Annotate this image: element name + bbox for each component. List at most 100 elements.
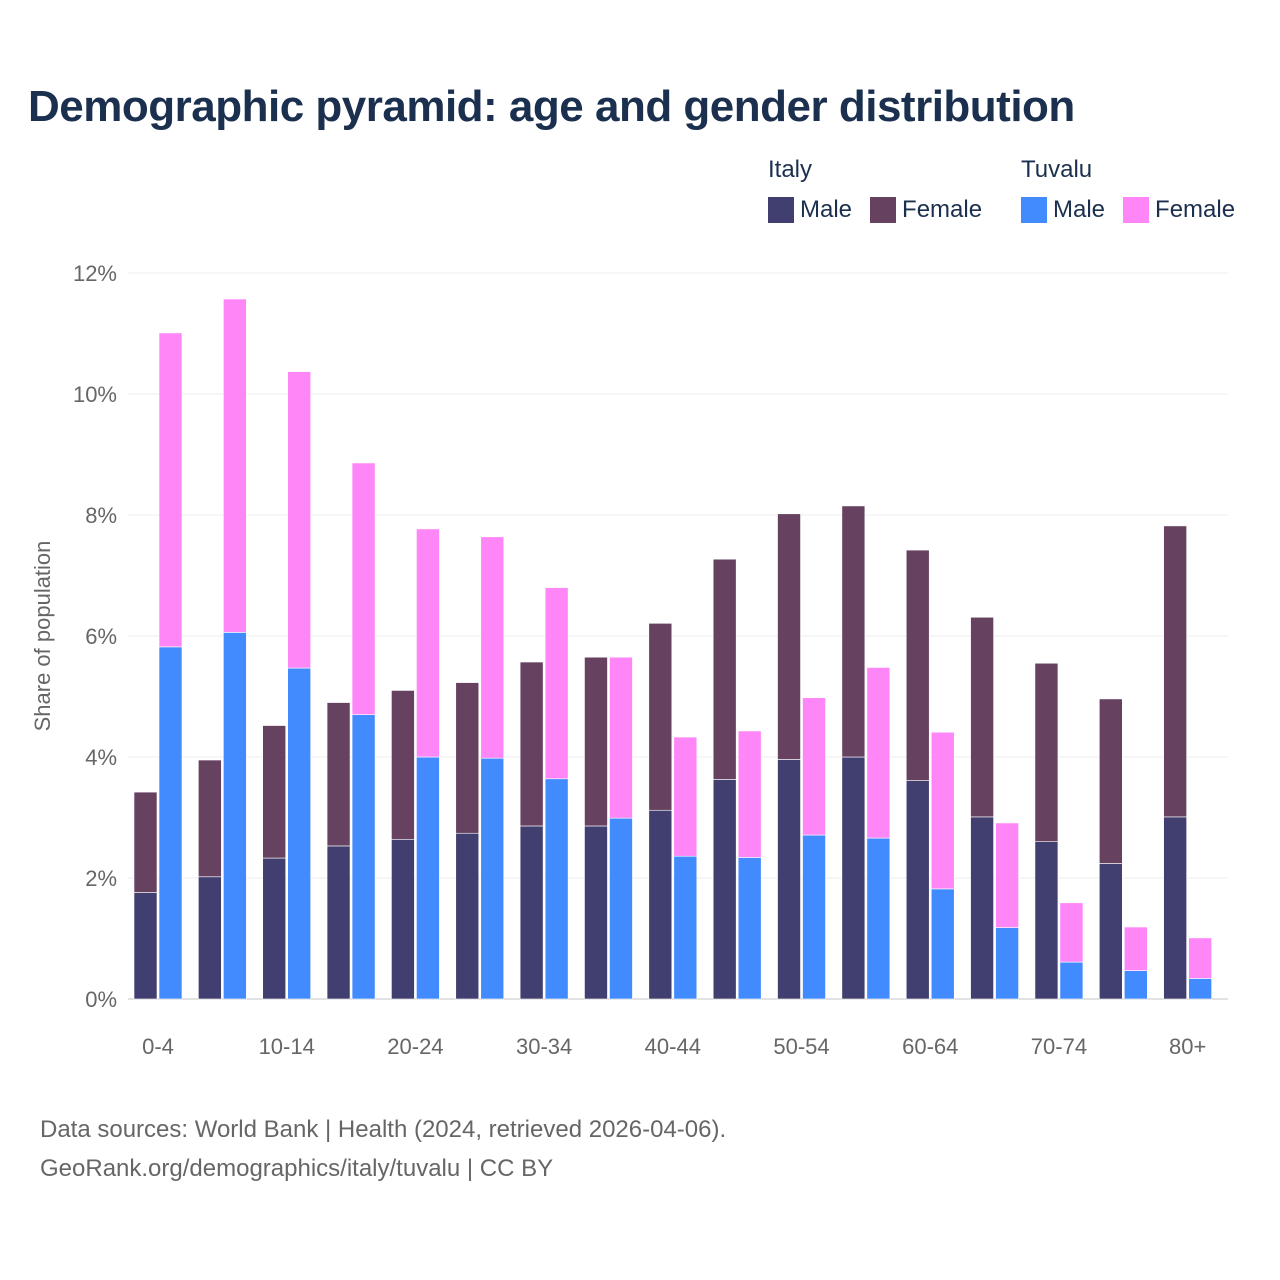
- bar-italy-female: [905, 549, 930, 781]
- legend-tuvalu-male[interactable]: Male: [1021, 196, 1105, 224]
- bar-tuvalu-female: [416, 528, 440, 758]
- chart-title: Demographic pyramid: age and gender dist…: [28, 82, 1075, 131]
- bar-italy-male: [455, 832, 480, 1000]
- legend-label: Male: [800, 196, 853, 223]
- bar-italy-male: [970, 816, 994, 1000]
- bar-italy-male: [584, 825, 608, 1000]
- bar-italy-female: [519, 661, 544, 827]
- bar-italy-female: [712, 558, 737, 780]
- bar-tuvalu-male: [480, 757, 505, 1000]
- bar-italy-male: [519, 825, 544, 1000]
- bar-italy-female: [326, 702, 351, 847]
- bar-tuvalu-female: [158, 332, 183, 648]
- bar-italy-male: [1163, 816, 1187, 1000]
- bar-tuvalu-female: [673, 736, 698, 857]
- source-note: Data sources: World Bank | Health (2024,…: [40, 1116, 727, 1143]
- bar-tuvalu-female: [351, 462, 376, 715]
- bar-tuvalu-female: [995, 822, 1019, 928]
- bar-tuvalu-female: [544, 587, 569, 780]
- bar-italy-male: [326, 845, 351, 1000]
- y-tick-label: 6%: [85, 624, 117, 649]
- legend-swatch: [1021, 197, 1047, 223]
- y-tick-label: 8%: [85, 503, 117, 528]
- y-tick-label: 4%: [85, 745, 117, 770]
- bar-tuvalu-male: [609, 817, 633, 1000]
- legend-label: Female: [902, 196, 983, 223]
- bar-tuvalu-male: [351, 714, 376, 1000]
- bar-italy-female: [455, 682, 480, 834]
- bar-italy-female: [1163, 525, 1187, 818]
- legend-swatch: [870, 197, 897, 223]
- bar-tuvalu-male: [802, 834, 826, 1000]
- bar-italy-male: [841, 756, 866, 1000]
- x-tick-label: 40-44: [645, 1034, 701, 1059]
- legend-tuvalu-female[interactable]: Female: [1123, 196, 1235, 224]
- bar-tuvalu-female: [1188, 937, 1212, 979]
- y-axis-label: Share of population: [30, 541, 55, 732]
- bar-italy-female: [1098, 698, 1123, 864]
- x-tick-label: 70-74: [1031, 1034, 1087, 1059]
- bar-italy-male: [648, 809, 673, 1000]
- bar-italy-male: [1098, 863, 1123, 1000]
- bar-tuvalu-female: [1123, 926, 1148, 971]
- bar-tuvalu-female: [609, 656, 633, 819]
- bar-tuvalu-female: [1059, 902, 1084, 963]
- bar-tuvalu-female: [737, 730, 762, 858]
- x-tick-label: 30-34: [516, 1034, 572, 1059]
- x-tick-label: 10-14: [259, 1034, 315, 1059]
- legend-tuvalu-heading: Tuvalu: [1021, 156, 1093, 183]
- bar-tuvalu-male: [673, 855, 698, 1000]
- bar-tuvalu-male: [416, 756, 440, 1000]
- y-tick-label: 0%: [85, 987, 117, 1012]
- bar-italy-male: [133, 892, 158, 1000]
- bar-italy-female: [133, 791, 158, 893]
- x-tick-label: 80+: [1169, 1034, 1206, 1059]
- x-tick-label: 20-24: [387, 1034, 443, 1059]
- x-tick-label: 50-54: [773, 1034, 829, 1059]
- x-tick-label: 0-4: [142, 1034, 174, 1059]
- bar-italy-male: [905, 780, 930, 1000]
- bar-italy-female: [262, 725, 287, 859]
- bar-tuvalu-female: [802, 697, 826, 836]
- y-tick-label: 12%: [73, 261, 117, 286]
- legend-italy-male[interactable]: Male: [768, 196, 852, 224]
- legend-italy-heading: Italy: [768, 156, 813, 183]
- bar-italy-female: [584, 656, 608, 827]
- y-tick-label: 10%: [73, 382, 117, 407]
- legend-swatch: [768, 197, 794, 223]
- bar-italy-female: [777, 513, 801, 760]
- bar-italy-male: [712, 779, 737, 1000]
- bar-tuvalu-male: [1188, 978, 1212, 1000]
- bar-tuvalu-male: [223, 632, 247, 1000]
- bar-italy-male: [262, 857, 287, 1000]
- bar-tuvalu-female: [480, 536, 505, 759]
- bar-italy-male: [198, 876, 222, 1000]
- legend-tuvalu: Tuvalu Male Female: [1021, 156, 1235, 224]
- legend-swatch: [1123, 197, 1150, 223]
- legend-italy: Italy Male Female: [768, 156, 982, 224]
- bar-italy-female: [648, 622, 673, 811]
- bar-tuvalu-male: [544, 778, 569, 1000]
- bar-tuvalu-male: [287, 667, 312, 1000]
- legend-label: Female: [1155, 196, 1236, 223]
- bar-italy-female: [970, 616, 994, 818]
- bar-tuvalu-male: [158, 646, 183, 1000]
- bar-italy-female: [1034, 662, 1059, 842]
- bar-tuvalu-male: [1123, 970, 1148, 1000]
- bar-italy-female: [391, 690, 415, 840]
- bar-italy-female: [841, 505, 866, 758]
- bar-tuvalu-female: [287, 371, 312, 669]
- legend-label: Male: [1053, 196, 1106, 223]
- bar-tuvalu-female: [866, 667, 891, 839]
- bar-italy-male: [391, 838, 415, 1000]
- bar-tuvalu-male: [866, 837, 891, 1000]
- bar-tuvalu-male: [737, 857, 762, 1000]
- bar-italy-female: [198, 759, 222, 878]
- legend-italy-female[interactable]: Female: [870, 196, 982, 224]
- bar-tuvalu-female: [223, 298, 247, 633]
- y-tick-label: 2%: [85, 866, 117, 891]
- bar-tuvalu-male: [995, 927, 1019, 1000]
- source-link[interactable]: GeoRank.org/demographics/italy/tuvalu | …: [40, 1155, 554, 1182]
- bar-tuvalu-female: [930, 731, 955, 890]
